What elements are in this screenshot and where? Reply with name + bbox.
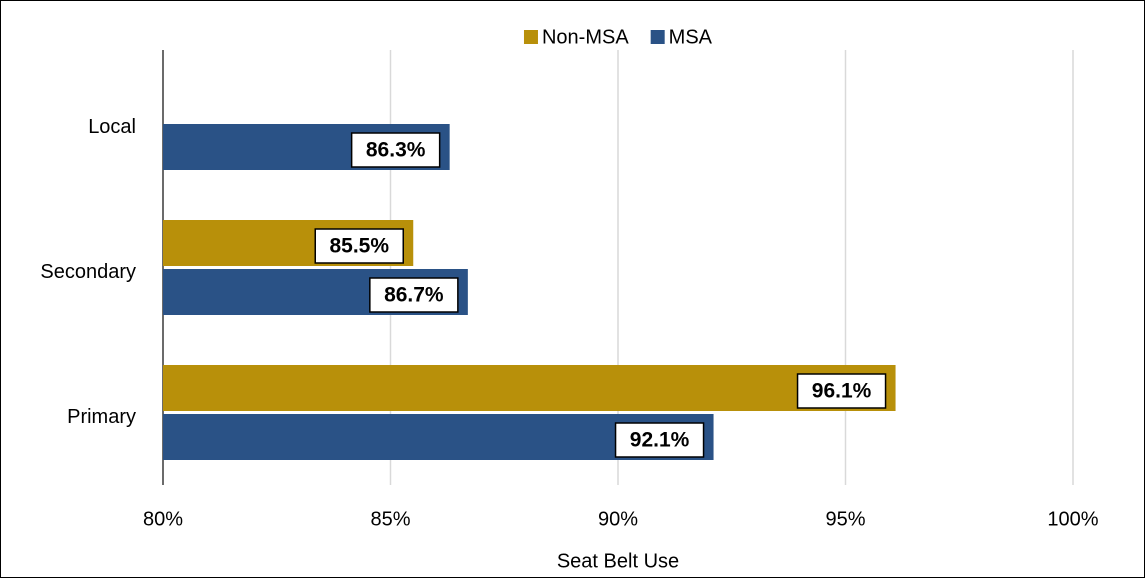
value-label: 85.5% (329, 235, 389, 258)
x-tick-label: 100% (1047, 508, 1098, 530)
x-tick-label: 80% (143, 508, 183, 530)
value-label: 96.1% (812, 380, 872, 403)
x-tick-label: 90% (598, 508, 638, 530)
value-label: 86.3% (366, 139, 426, 162)
value-label-box (369, 277, 459, 313)
value-label-box (350, 132, 441, 168)
value-label: 92.1% (630, 429, 690, 452)
x-tick-label: 85% (370, 508, 410, 530)
value-label-box (614, 422, 705, 458)
legend-label: Non-MSA (542, 26, 629, 48)
legend-label: MSA (669, 26, 713, 48)
y-tick-label: Secondary (40, 261, 136, 283)
y-tick-label: Primary (67, 406, 136, 428)
legend-swatch (523, 30, 538, 44)
value-label-box (796, 373, 887, 409)
y-tick-label: Local (88, 116, 136, 138)
legend-swatch (650, 30, 665, 44)
x-tick-label: 95% (825, 508, 865, 530)
value-label: 86.7% (384, 284, 444, 307)
x-axis-title: Seat Belt Use (557, 550, 679, 572)
bar (163, 365, 896, 411)
value-label-box (314, 228, 404, 264)
